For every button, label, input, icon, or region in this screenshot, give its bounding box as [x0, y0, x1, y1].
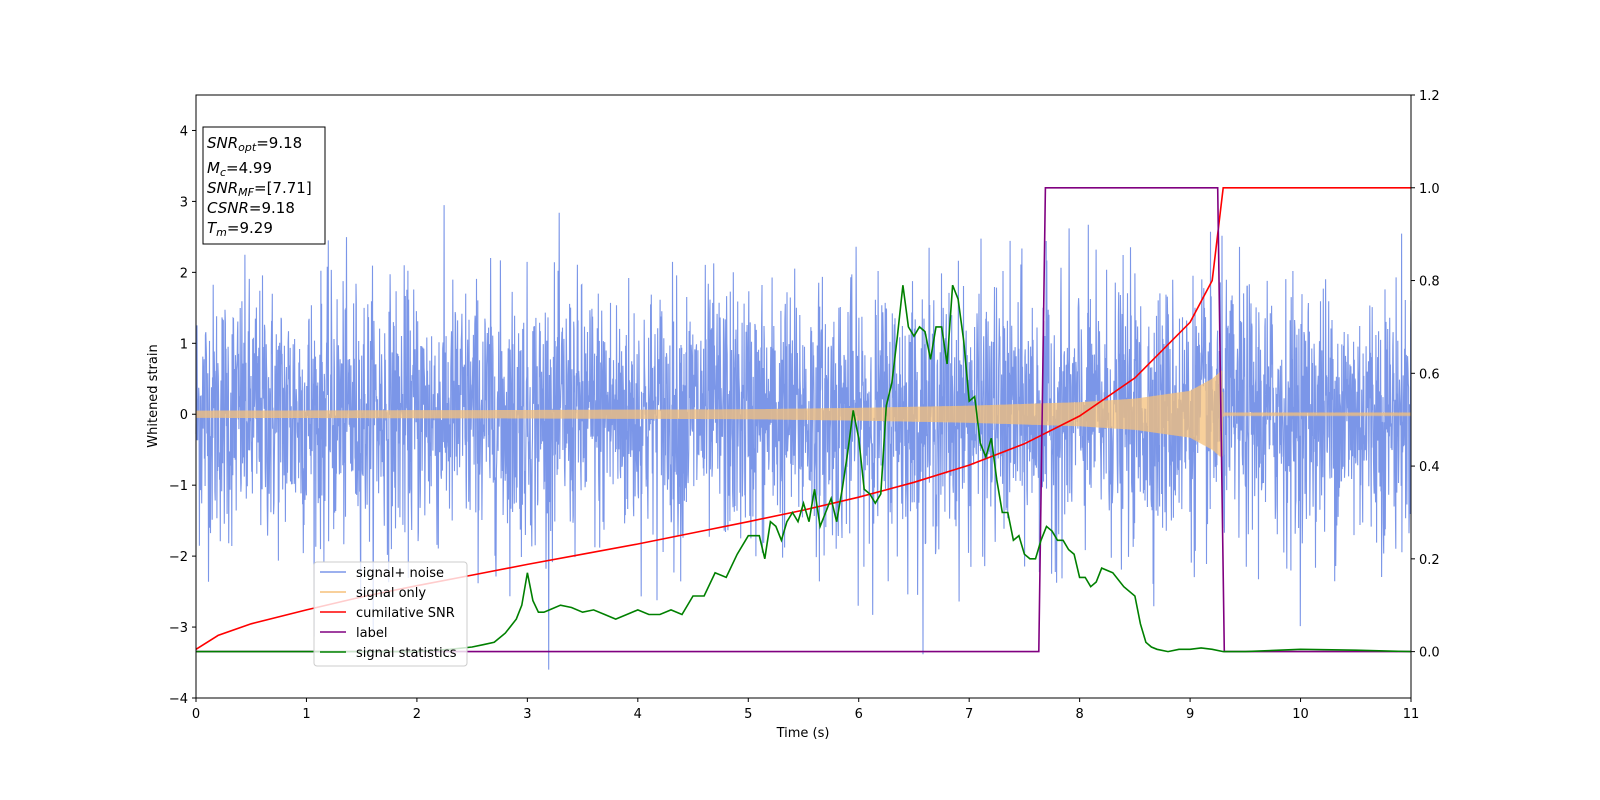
info-tm: Tm=9.29: [207, 219, 273, 239]
right-y-tick-label: 0.6: [1419, 367, 1440, 382]
right-y-tick-label: 0.4: [1419, 460, 1440, 475]
left-y-tick-label: 0: [180, 408, 188, 423]
left-y-tick-label: −1: [169, 479, 188, 494]
x-tick-label: 3: [523, 707, 531, 722]
x-tick-label: 8: [1075, 707, 1083, 722]
plot-frame: [195, 94, 1412, 699]
left-y-tick-label: −2: [169, 550, 188, 565]
legend-label: signal only: [356, 586, 426, 601]
right-y-tick-label: 0.0: [1419, 646, 1440, 661]
legend-label: signal statistics: [356, 646, 457, 661]
x-tick-label: 4: [634, 707, 642, 722]
x-tick-label: 9: [1186, 707, 1194, 722]
right-y-tick-label: 1.0: [1419, 182, 1440, 197]
left-y-tick-label: 2: [180, 266, 188, 281]
signal-statistics-line: [196, 284, 1412, 653]
right-y-tick-label: 0.2: [1419, 553, 1440, 568]
x-axis-ticks: 0 1 2 3 4 5 6 7 8 9 10 11: [192, 698, 1419, 722]
info-snr-opt: SNRopt=9.18: [207, 134, 302, 154]
info-box-frame: [202, 126, 326, 245]
legend: signal+ noise signal only cumilative SNR la…: [313, 561, 468, 667]
x-tick-label: 0: [192, 707, 200, 722]
right-y-axis-ticks: 0.0 0.2 0.4 0.6 0.8 1.0 1.2: [1411, 89, 1440, 661]
x-tick-label: 6: [855, 707, 863, 722]
right-y-tick-label: 1.2: [1419, 89, 1440, 104]
x-tick-label: 10: [1292, 707, 1309, 722]
x-tick-label: 7: [965, 707, 973, 722]
left-y-tick-label: 4: [180, 124, 188, 139]
left-y-axis-ticks: −4 −3 −2 −1 0 1 2 3 4: [169, 124, 196, 707]
left-y-tick-label: 3: [180, 195, 188, 210]
y-axis-label: Whitened strain: [146, 344, 161, 447]
legend-label: signal+ noise: [356, 566, 444, 581]
left-y-tick-label: −3: [169, 621, 188, 636]
info-box: SNRopt=9.18 Mc=4.99 SNRMF=[7.71] CSNR=9.…: [202, 126, 326, 245]
x-tick-label: 5: [744, 707, 752, 722]
x-tick-label: 1: [302, 707, 310, 722]
legend-label: cumilative SNR: [356, 606, 455, 621]
left-y-tick-label: 1: [180, 337, 188, 352]
left-y-tick-label: −4: [169, 692, 188, 707]
series-signal-only: [195, 370, 1412, 458]
signal-only-line: [195, 370, 1412, 458]
x-tick-label: 11: [1403, 707, 1420, 722]
info-snr-mf: SNRMF=[7.71]: [207, 179, 312, 199]
info-csnr: CSNR=9.18: [207, 199, 295, 217]
info-mc: Mc=4.99: [207, 159, 272, 179]
right-y-tick-label: 0.8: [1419, 275, 1440, 290]
x-tick-label: 2: [413, 707, 421, 722]
series-signal-statistics: [196, 284, 1412, 653]
legend-label: label: [356, 626, 387, 641]
x-axis-label: Time (s): [776, 726, 830, 741]
legend-frame: [313, 561, 468, 667]
